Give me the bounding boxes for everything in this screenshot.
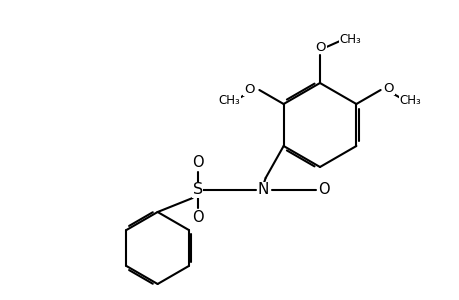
Text: CH₃: CH₃ <box>399 94 420 106</box>
Text: O: O <box>382 82 393 94</box>
Text: CH₃: CH₃ <box>338 32 360 46</box>
Text: S: S <box>192 182 202 197</box>
Text: CH₃: CH₃ <box>218 94 240 106</box>
Text: O: O <box>315 40 325 53</box>
Text: N: N <box>257 182 269 197</box>
Text: O: O <box>191 211 203 226</box>
Text: O: O <box>244 82 254 95</box>
Text: O: O <box>317 182 329 197</box>
Text: O: O <box>191 154 203 169</box>
